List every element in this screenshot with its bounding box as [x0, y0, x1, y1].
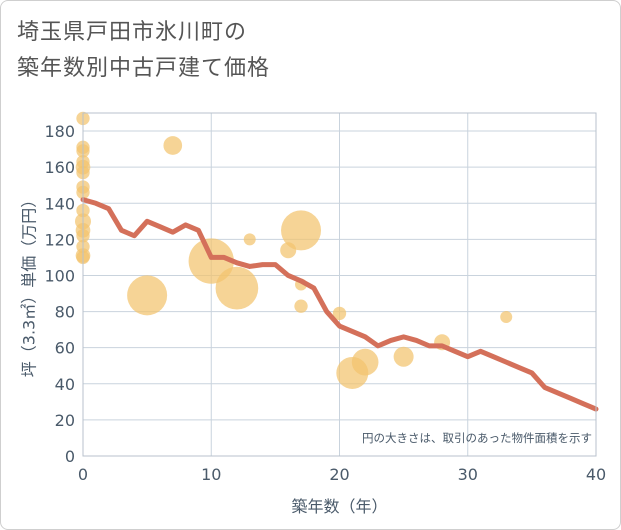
- y-tick-labels: 0 20 40 60 80 100 120 140 160 180: [44, 122, 75, 466]
- x-tick-label-4: 40: [586, 465, 606, 484]
- x-tick-label-3: 30: [458, 465, 478, 484]
- bubble-layer: [75, 111, 513, 389]
- bubble-27: [393, 346, 414, 367]
- x-tick-labels: 0 10 20 30 40: [78, 465, 606, 484]
- bubble-26: [351, 348, 379, 376]
- chart-title: 埼玉県戸田市氷川町の 築年数別中古戸建て価格: [17, 15, 270, 87]
- y-tick-label-9: 180: [44, 122, 75, 141]
- y-tick-label-4: 80: [55, 303, 75, 322]
- bubble-21: [281, 210, 322, 251]
- y-tick-label-8: 160: [44, 158, 75, 177]
- x-tick-label-1: 10: [201, 465, 221, 484]
- y-tick-label-2: 40: [55, 375, 75, 394]
- bubble-16: [163, 136, 183, 155]
- bubble-23: [294, 299, 308, 313]
- x-tick-label-0: 0: [78, 465, 88, 484]
- bubble-29: [500, 310, 513, 323]
- y-tick-label-0: 0: [65, 447, 75, 466]
- bubble-24: [332, 306, 347, 321]
- y-tick-label-5: 100: [44, 266, 75, 285]
- bubble-19: [243, 233, 256, 246]
- chart-title-line-2: 築年数別中古戸建て価格: [17, 56, 271, 81]
- bubble-15: [127, 275, 168, 316]
- y-tick-label-3: 60: [55, 339, 75, 358]
- plot-frame: [82, 112, 597, 457]
- y-tick-label-1: 20: [55, 411, 75, 430]
- y-tick-label-6: 120: [44, 230, 75, 249]
- chart-title-line-1: 埼玉県戸田市氷川町の: [17, 20, 248, 45]
- grid-lines: [83, 113, 596, 456]
- bubble-18: [215, 266, 259, 310]
- size-note: 円の大きさは、取引のあった物件面積を示す: [362, 431, 592, 445]
- x-tick-label-2: 20: [329, 465, 349, 484]
- trend-line: [80, 197, 599, 412]
- y-tick-label-7: 140: [44, 194, 75, 213]
- y-axis-label: 坪（3.3㎡）単価（万円）: [20, 192, 39, 377]
- x-axis-label: 築年数（年）: [291, 497, 387, 516]
